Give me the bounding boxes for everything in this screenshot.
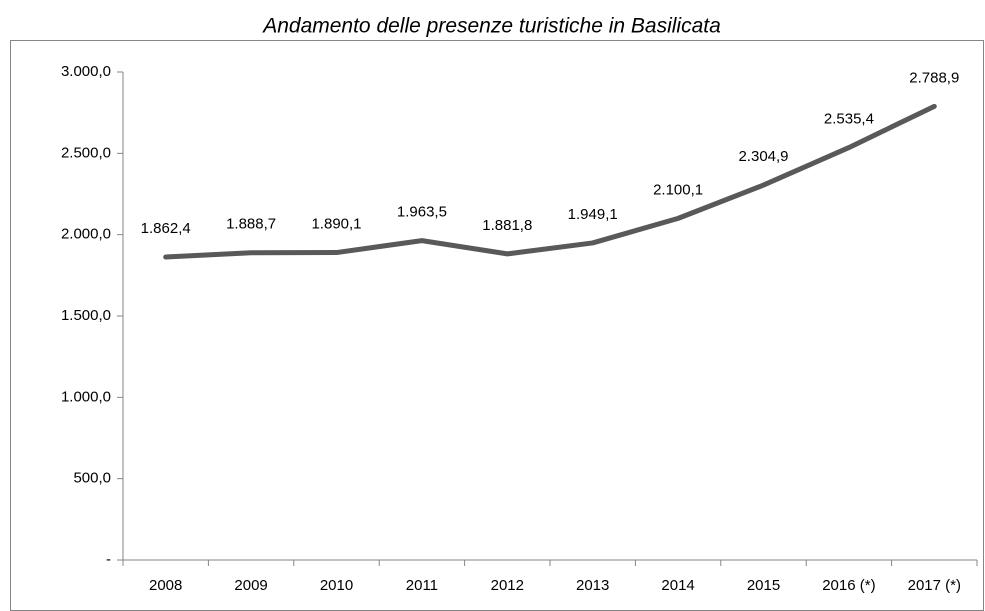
- y-tick-label: 3.000,0: [61, 63, 111, 80]
- x-tick-label: 2014: [661, 577, 694, 594]
- data-label: 2.788,9: [909, 69, 959, 86]
- data-label: 1.963,5: [397, 204, 447, 221]
- chart-title: Andamento delle presenze turistiche in B…: [261, 15, 721, 38]
- data-label: 1.888,7: [226, 216, 276, 233]
- x-tick-label: 2017 (*): [908, 577, 961, 594]
- x-tick-label: 2010: [320, 577, 353, 594]
- y-tick-label: 500,0: [73, 470, 111, 487]
- x-tick-label: 2013: [576, 577, 609, 594]
- data-label: 2.100,1: [653, 181, 703, 198]
- x-tick-label: 2009: [234, 577, 267, 594]
- data-label: 2.304,9: [738, 148, 788, 165]
- y-tick-label: -: [106, 551, 111, 568]
- data-label: 2.535,4: [824, 111, 874, 128]
- data-label: 1.890,1: [311, 216, 361, 233]
- x-tick-label: 2016 (*): [822, 577, 875, 594]
- data-label: 1.862,4: [141, 220, 191, 237]
- x-tick-label: 2015: [747, 577, 780, 594]
- y-tick-label: 1.000,0: [61, 388, 111, 405]
- x-tick-label: 2011: [406, 577, 438, 594]
- x-tick-label: 2008: [149, 577, 182, 594]
- data-label: 1.881,8: [482, 217, 532, 234]
- chart-border: [10, 40, 984, 611]
- data-label: 1.949,1: [568, 206, 618, 223]
- x-tick-label: 2012: [491, 577, 524, 594]
- y-tick-label: 1.500,0: [61, 307, 111, 324]
- y-tick-label: 2.500,0: [61, 144, 111, 161]
- line-series: [163, 103, 937, 260]
- y-tick-label: 2.000,0: [61, 226, 111, 243]
